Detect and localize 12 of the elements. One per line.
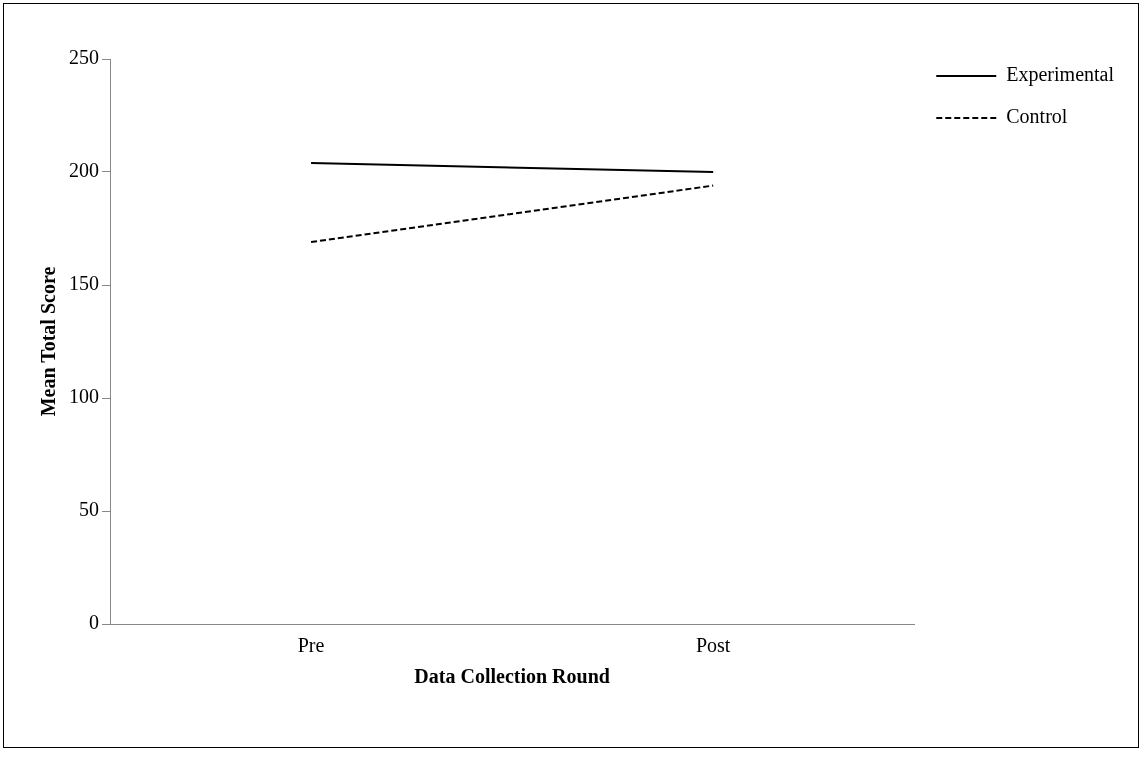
y-tick-label: 100	[69, 385, 99, 408]
y-tick-label: 200	[69, 159, 99, 182]
y-tick-label: 250	[69, 46, 99, 69]
y-tick-label: 50	[79, 498, 99, 521]
legend-label: Experimental	[1006, 63, 1115, 87]
legend-label: Control	[1006, 105, 1068, 128]
x-tick-label: Pre	[297, 634, 325, 657]
x-axis-title: Data Collection Round	[414, 665, 610, 688]
y-axis-title: Mean Total Score	[37, 266, 60, 417]
y-tick-label: 0	[89, 611, 99, 634]
y-tick-label: 150	[69, 272, 99, 295]
x-tick-label: Post	[695, 634, 731, 657]
